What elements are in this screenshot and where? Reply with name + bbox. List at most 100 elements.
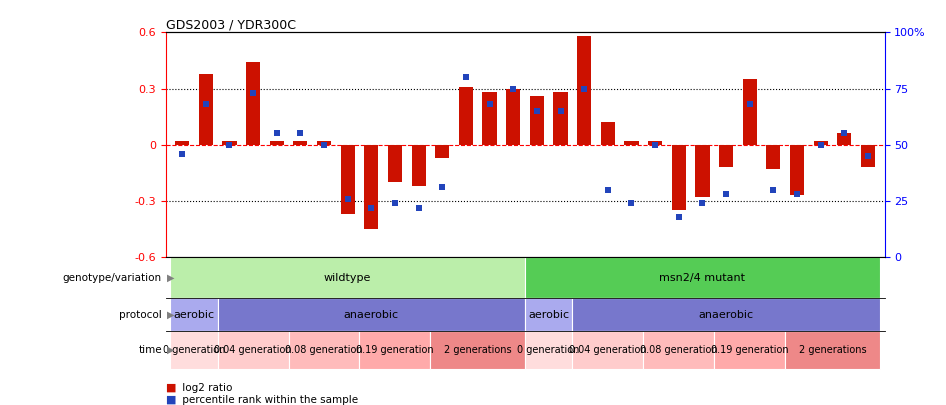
Point [765, 186, 780, 193]
Bar [199, 74, 213, 145]
Text: wildtype: wildtype [324, 273, 372, 283]
Bar [170, 298, 218, 331]
Bar [530, 96, 544, 145]
Point [221, 141, 236, 148]
Bar [170, 257, 525, 298]
Bar [719, 145, 733, 167]
Bar [624, 141, 639, 145]
Point [813, 141, 828, 148]
Text: anaerobic: anaerobic [343, 310, 399, 320]
Bar [364, 145, 378, 229]
Point [694, 200, 710, 206]
Point [199, 101, 214, 107]
Bar [388, 145, 402, 182]
Text: 2 generations: 2 generations [444, 345, 512, 355]
Bar [648, 141, 662, 145]
Bar [430, 331, 525, 369]
Text: 0.19 generation: 0.19 generation [710, 345, 789, 355]
Point [647, 141, 662, 148]
Bar [577, 36, 591, 145]
Bar [525, 257, 880, 298]
Text: 0 generation: 0 generation [517, 345, 580, 355]
Bar [785, 331, 880, 369]
Bar [814, 141, 828, 145]
Bar [317, 141, 331, 145]
Text: protocol: protocol [119, 310, 162, 320]
Point [836, 130, 851, 137]
Bar [289, 331, 359, 369]
Bar [572, 331, 643, 369]
Bar [482, 92, 497, 145]
Point [434, 184, 449, 191]
Bar [572, 298, 880, 331]
Text: ■: ■ [166, 395, 176, 405]
Text: ■  log2 ratio: ■ log2 ratio [166, 383, 232, 393]
Bar [766, 145, 780, 169]
Bar [695, 145, 710, 197]
Text: 0 generation: 0 generation [163, 345, 225, 355]
Bar [246, 62, 260, 145]
Point [860, 153, 875, 159]
Bar [643, 331, 714, 369]
Point [742, 101, 757, 107]
Bar [672, 145, 686, 210]
Point [529, 108, 544, 114]
Point [269, 130, 284, 137]
Text: ▶: ▶ [167, 345, 174, 355]
Bar [837, 134, 851, 145]
Text: 0.19 generation: 0.19 generation [356, 345, 434, 355]
Point [411, 205, 426, 211]
Bar [359, 331, 430, 369]
Bar [170, 331, 218, 369]
Point [458, 74, 473, 81]
Point [363, 205, 378, 211]
Bar [861, 145, 875, 167]
Point [388, 200, 403, 206]
Bar [218, 298, 525, 331]
Bar [293, 141, 307, 145]
Text: GDS2003 / YDR300C: GDS2003 / YDR300C [166, 18, 295, 31]
Bar [525, 298, 572, 331]
Bar [601, 122, 615, 145]
Point [552, 108, 568, 114]
Bar [714, 331, 785, 369]
Point [174, 150, 189, 157]
Point [245, 90, 260, 96]
Text: ▶: ▶ [167, 273, 174, 283]
Bar [506, 89, 520, 145]
Text: 0.08 generation: 0.08 generation [285, 345, 363, 355]
Text: 2 generations: 2 generations [798, 345, 867, 355]
Bar [459, 87, 473, 145]
Point [671, 213, 686, 220]
Text: anaerobic: anaerobic [698, 310, 754, 320]
Bar [553, 92, 568, 145]
Point [623, 200, 639, 206]
Text: time: time [138, 345, 162, 355]
Text: ■  percentile rank within the sample: ■ percentile rank within the sample [166, 395, 358, 405]
Text: 0.08 generation: 0.08 generation [639, 345, 718, 355]
Bar [175, 141, 189, 145]
Text: ▶: ▶ [167, 310, 174, 320]
Text: aerobic: aerobic [528, 310, 569, 320]
Bar [341, 145, 355, 214]
Text: ■: ■ [166, 383, 176, 393]
Point [482, 101, 498, 107]
Point [316, 141, 331, 148]
Bar [525, 331, 572, 369]
Bar [222, 141, 236, 145]
Point [340, 195, 355, 202]
Point [600, 186, 615, 193]
Point [576, 85, 591, 92]
Bar [790, 145, 804, 195]
Point [789, 191, 804, 197]
Point [718, 191, 733, 197]
Text: aerobic: aerobic [173, 310, 215, 320]
Text: msn2/4 mutant: msn2/4 mutant [659, 273, 745, 283]
Bar [412, 145, 426, 186]
Bar [435, 145, 449, 158]
Text: genotype/variation: genotype/variation [62, 273, 162, 283]
Bar [743, 79, 757, 145]
Text: 0.04 generation: 0.04 generation [214, 345, 292, 355]
Text: 0.04 generation: 0.04 generation [569, 345, 647, 355]
Point [292, 130, 307, 137]
